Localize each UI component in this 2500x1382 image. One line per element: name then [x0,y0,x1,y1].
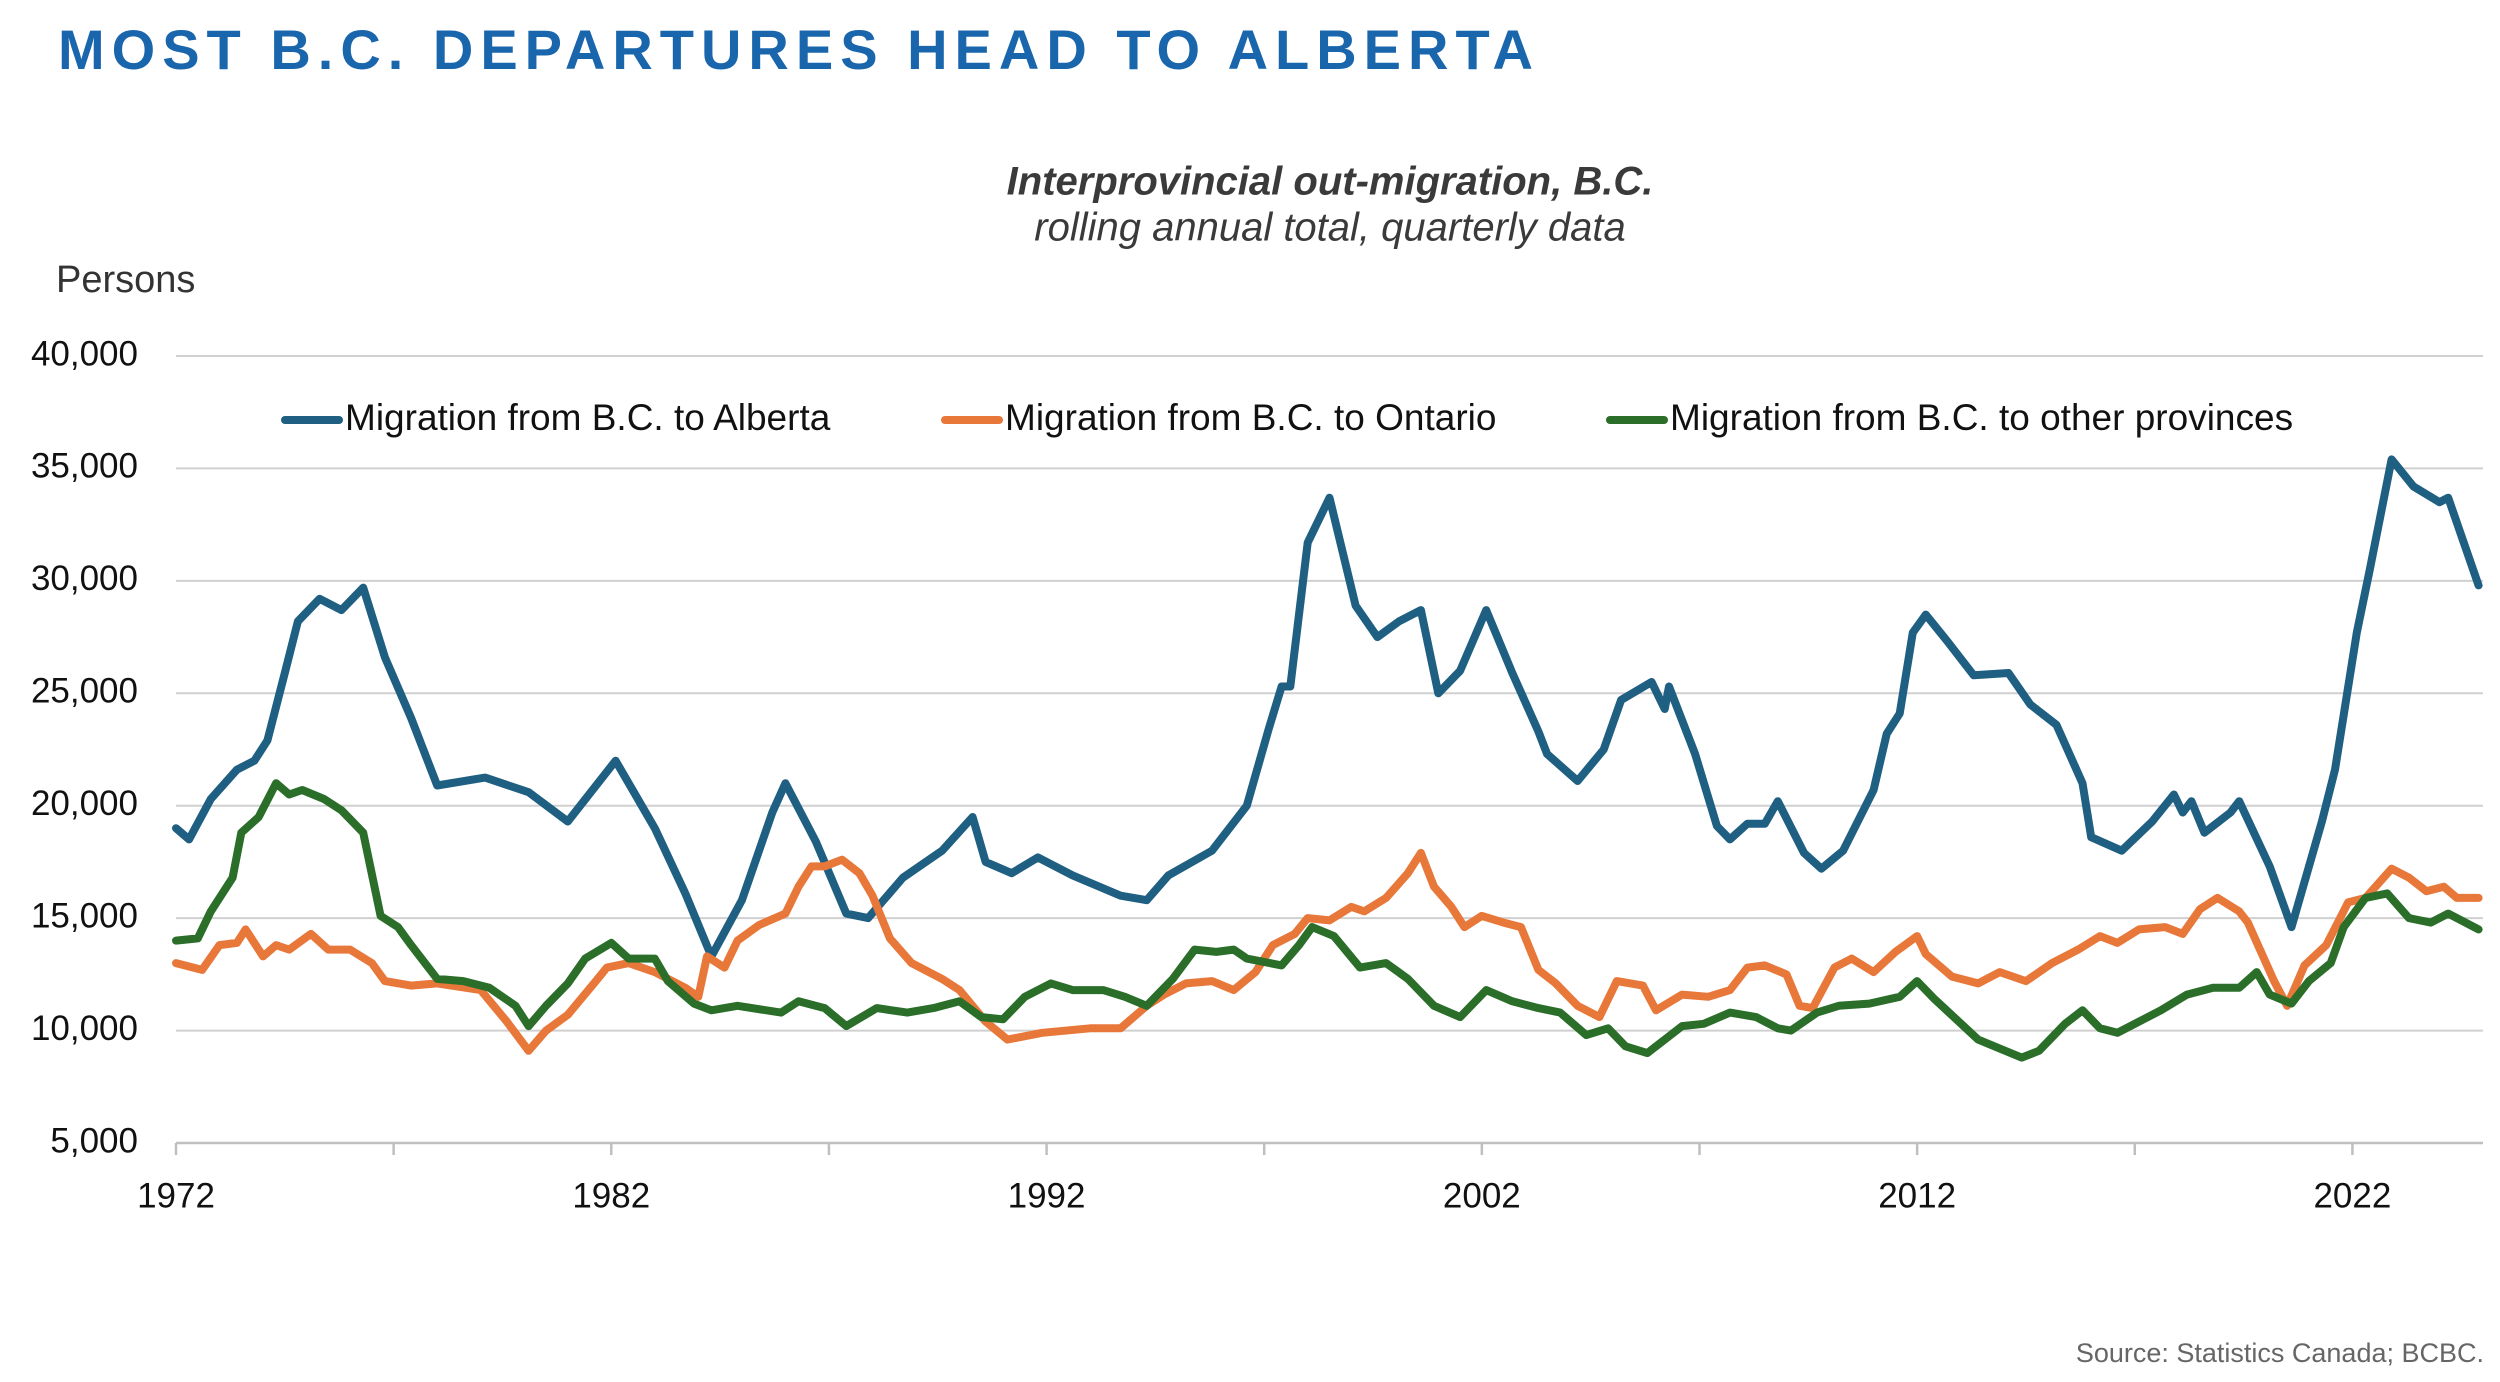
series-line [172,848,2483,1055]
source-note: Source: Statistics Canada; BCBC. [2076,1338,2484,1368]
y-axis-label: Persons [56,259,195,301]
y-tick-label: 20,000 [31,784,138,823]
y-tick-label: 35,000 [31,447,138,486]
x-tick-label: 2012 [1878,1176,1956,1215]
y-tick-label: 25,000 [31,672,138,711]
series-line [172,779,2483,1062]
y-tick-label: 30,000 [31,559,138,598]
y-tick-label: 15,000 [31,896,138,935]
legend-label: Migration from B.C. to other provinces [1670,397,2293,438]
chart-subtitle: rolling annual total, quarterly data [1034,206,1625,250]
x-tick-label: 2002 [1443,1176,1521,1215]
y-tick-label: 10,000 [31,1009,138,1048]
y-tick-label: 5,000 [50,1121,138,1160]
x-tick-label: 1992 [1008,1176,1086,1215]
legend-label: Migration from B.C. to Ontario [1005,397,1496,438]
x-tick-label: 1972 [137,1176,215,1215]
x-tick-label: 1982 [572,1176,650,1215]
chart-title: MOST B.C. DEPARTURES HEAD TO ALBERTA [58,18,1540,81]
legend-label: Migration from B.C. to Alberta [345,397,831,438]
series-line [172,455,2483,961]
y-tick-label: 40,000 [31,334,138,373]
chart-subtitle: Interprovincial out-migration, B.C. [1007,160,1654,204]
x-tick-label: 2022 [2313,1176,2391,1215]
